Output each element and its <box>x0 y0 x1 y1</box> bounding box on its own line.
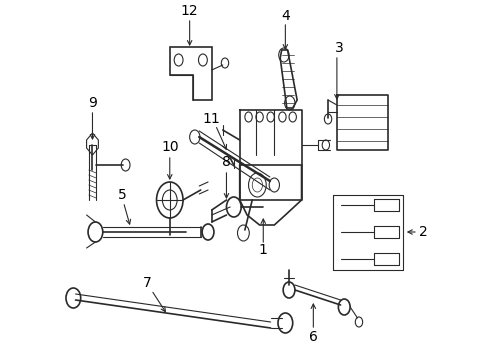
Text: 11: 11 <box>202 112 220 126</box>
Text: 9: 9 <box>88 96 97 110</box>
Text: 10: 10 <box>161 140 178 154</box>
Text: 3: 3 <box>334 41 343 55</box>
Text: 6: 6 <box>308 330 317 344</box>
Text: 5: 5 <box>117 188 126 202</box>
Text: 8: 8 <box>222 155 230 169</box>
Text: 4: 4 <box>281 9 289 23</box>
Text: 12: 12 <box>181 4 198 18</box>
Text: 2: 2 <box>418 225 427 239</box>
Text: 7: 7 <box>143 276 152 290</box>
Text: 1: 1 <box>258 243 267 257</box>
